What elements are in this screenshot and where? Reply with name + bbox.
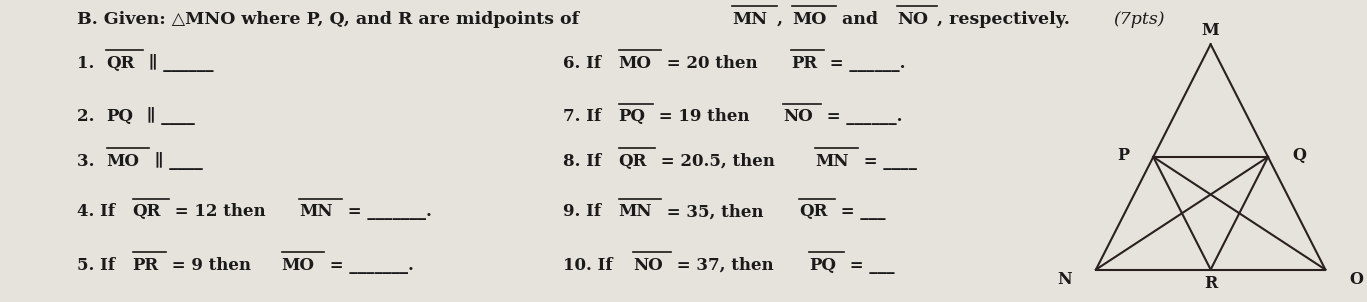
Text: 9. If: 9. If	[563, 203, 607, 220]
Text: (7pts): (7pts)	[1114, 11, 1165, 27]
Text: MO: MO	[619, 55, 652, 72]
Text: MN: MN	[731, 11, 767, 27]
Text: = 20 then: = 20 then	[660, 55, 763, 72]
Text: 1.: 1.	[77, 55, 100, 72]
Text: MN: MN	[815, 153, 849, 170]
Text: = _______.: = _______.	[342, 203, 432, 220]
Text: = 37, then: = 37, then	[671, 257, 779, 274]
Text: = ____: = ____	[857, 153, 916, 170]
Text: = 19 then: = 19 then	[653, 108, 756, 125]
Text: P: P	[1117, 147, 1129, 164]
Text: = ___: = ___	[835, 203, 886, 220]
Text: B. Given: △MNO where P, Q, and R are midpoints of: B. Given: △MNO where P, Q, and R are mid…	[77, 11, 591, 27]
Text: NO: NO	[783, 108, 813, 125]
Text: 5. If: 5. If	[77, 257, 120, 274]
Text: Q: Q	[1292, 147, 1307, 164]
Text: 8. If: 8. If	[563, 153, 607, 170]
Text: PQ: PQ	[107, 108, 134, 125]
Text: PQ: PQ	[619, 108, 645, 125]
Text: MN: MN	[619, 203, 652, 220]
Text: MO: MO	[107, 153, 139, 170]
Text: MN: MN	[299, 203, 332, 220]
Text: QR: QR	[619, 153, 647, 170]
Text: MO: MO	[791, 11, 827, 27]
Text: 6. If: 6. If	[563, 55, 607, 72]
Text: = 12 then: = 12 then	[170, 203, 271, 220]
Text: QR: QR	[800, 203, 827, 220]
Text: QR: QR	[133, 203, 161, 220]
Text: 7. If: 7. If	[563, 108, 607, 125]
Text: 2.: 2.	[77, 108, 100, 125]
Text: = ___: = ___	[843, 257, 894, 274]
Text: = 35, then: = 35, then	[662, 203, 770, 220]
Text: N: N	[1057, 271, 1072, 288]
Text: MO: MO	[282, 257, 314, 274]
Text: M: M	[1202, 22, 1219, 39]
Text: PR: PR	[791, 55, 817, 72]
Text: ∥ ____: ∥ ____	[141, 107, 194, 125]
Text: and: and	[835, 11, 884, 27]
Text: = _______.: = _______.	[324, 257, 414, 274]
Text: O: O	[1349, 271, 1364, 288]
Text: QR: QR	[107, 55, 135, 72]
Text: = 9 then: = 9 then	[165, 257, 257, 274]
Text: 10. If: 10. If	[563, 257, 618, 274]
Text: = ______.: = ______.	[822, 108, 902, 125]
Text: , respectively.: , respectively.	[936, 11, 1076, 27]
Text: NO: NO	[633, 257, 663, 274]
Text: ∥ ______: ∥ ______	[142, 54, 213, 72]
Text: 4. If: 4. If	[77, 203, 120, 220]
Text: R: R	[1204, 275, 1217, 292]
Text: ,: ,	[776, 11, 789, 27]
Text: PR: PR	[133, 257, 159, 274]
Text: NO: NO	[897, 11, 928, 27]
Text: = 20.5, then: = 20.5, then	[655, 153, 781, 170]
Text: 3.: 3.	[77, 153, 100, 170]
Text: PQ: PQ	[809, 257, 837, 274]
Text: = ______.: = ______.	[824, 55, 906, 72]
Text: ∥ ____: ∥ ____	[149, 152, 202, 170]
